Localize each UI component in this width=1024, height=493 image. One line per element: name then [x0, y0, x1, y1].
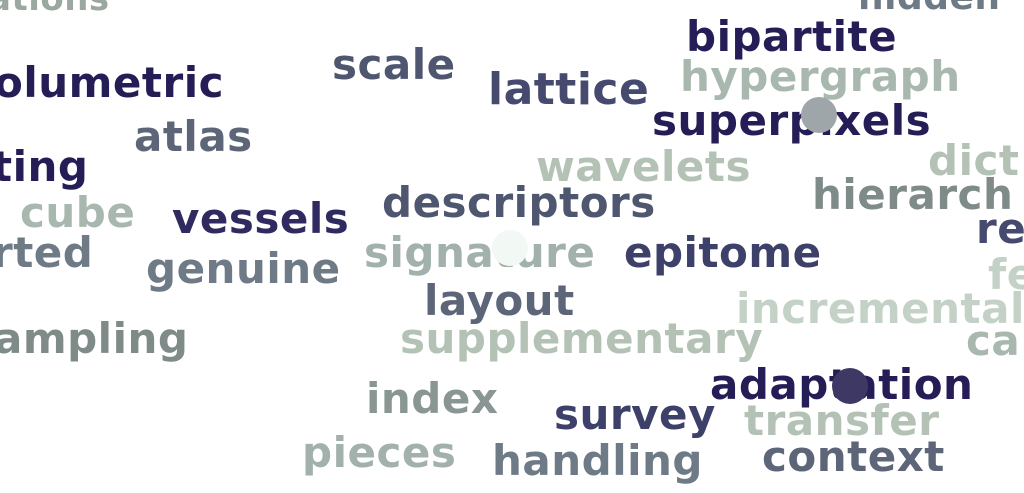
word-fe: fe: [988, 250, 1024, 299]
word-bipartite: bipartite: [686, 12, 898, 61]
word-supplementary: supplementary: [400, 314, 764, 363]
word-olumetric: olumetric: [0, 58, 224, 107]
word-cube: cube: [20, 188, 136, 237]
marker-superpixels-dot: [801, 97, 837, 133]
word-signature: signature: [364, 228, 596, 277]
word-handling: handling: [492, 436, 703, 485]
word-index: index: [366, 374, 499, 423]
word-pieces: pieces: [302, 428, 457, 477]
word-hypergraph: hypergraph: [680, 52, 961, 101]
word-superpixels: superpixels: [652, 96, 932, 145]
marker-adaptation-dot: [832, 368, 868, 404]
word-hierarch: hierarch: [812, 170, 1014, 219]
word-re: re: [976, 204, 1024, 253]
word-scale: scale: [332, 40, 456, 89]
word-context: context: [762, 432, 945, 481]
word-ampling: ampling: [0, 314, 189, 363]
word-hidden: hidden: [858, 0, 1001, 16]
word-incremental: incremental: [736, 284, 1024, 333]
word-rted: rted: [0, 228, 94, 277]
word-ting: ting: [0, 142, 89, 191]
word-survey: survey: [554, 390, 716, 439]
marker-signature-dot: [492, 230, 528, 266]
word-genuine: genuine: [146, 244, 341, 293]
word-wavelets: wavelets: [536, 142, 751, 191]
word-descriptors: descriptors: [382, 178, 656, 227]
word-vessels: vessels: [172, 194, 350, 243]
word-epitome: epitome: [624, 228, 822, 277]
word-ca: ca: [966, 316, 1021, 365]
word-lattice: lattice: [488, 64, 650, 115]
word-dict: dict: [928, 136, 1020, 185]
word-transfer: transfer: [744, 396, 940, 445]
word-atlas: atlas: [134, 112, 253, 161]
word-ations: ations: [0, 0, 110, 16]
word-layout: layout: [424, 276, 575, 325]
